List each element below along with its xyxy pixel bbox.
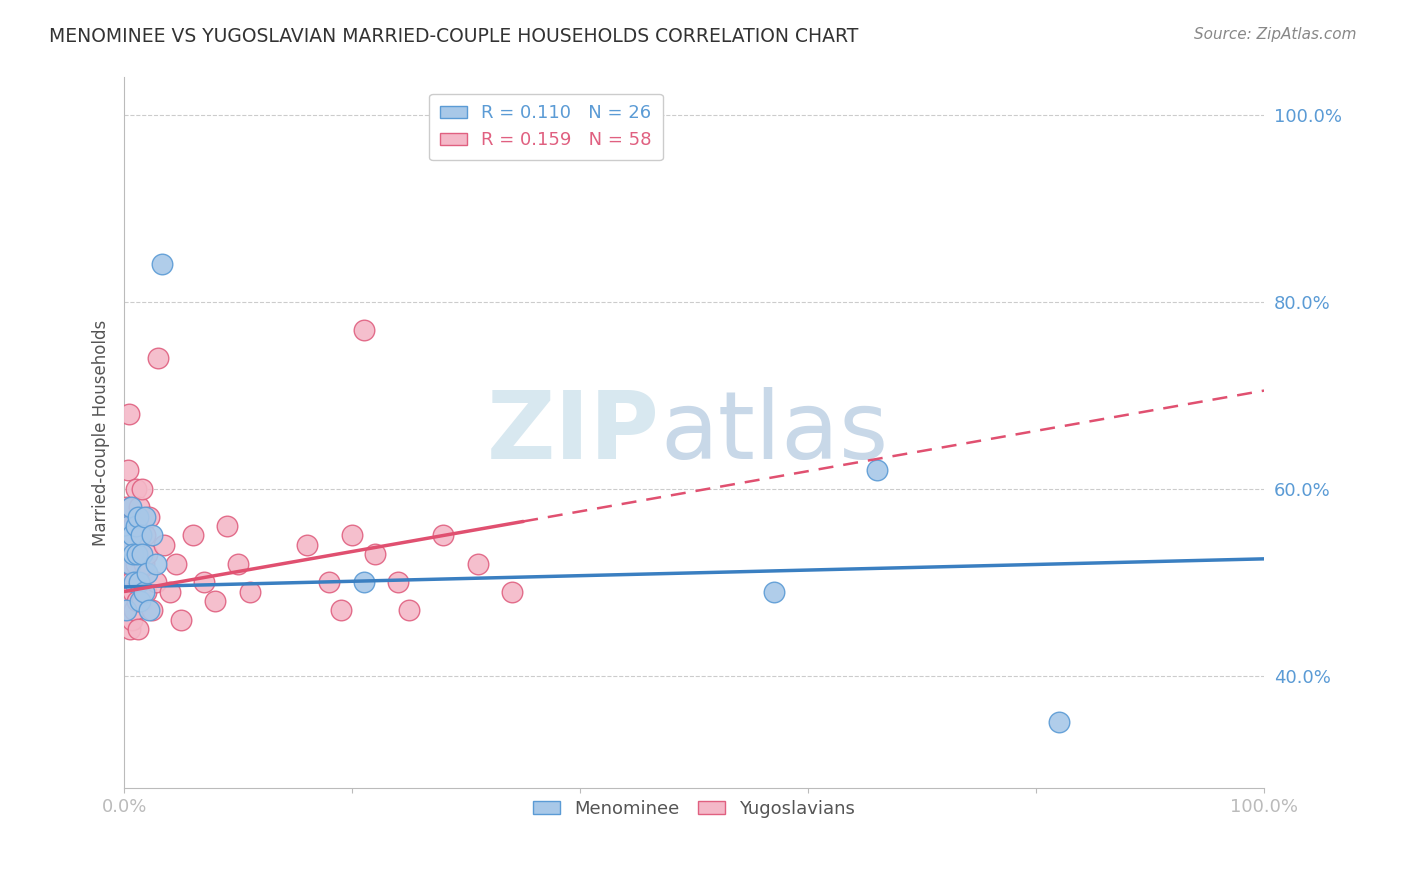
Point bbox=[131, 482, 153, 496]
Point bbox=[131, 528, 153, 542]
Point bbox=[134, 509, 156, 524]
Point bbox=[135, 584, 157, 599]
Point bbox=[128, 575, 150, 590]
Point bbox=[501, 584, 523, 599]
Point bbox=[122, 547, 145, 561]
Point bbox=[129, 575, 152, 590]
Point bbox=[120, 575, 142, 590]
Point bbox=[387, 575, 409, 590]
Point bbox=[118, 407, 141, 421]
Point bbox=[115, 500, 138, 515]
Point bbox=[239, 584, 262, 599]
Point bbox=[121, 538, 143, 552]
Point bbox=[136, 547, 159, 561]
Point bbox=[181, 528, 204, 542]
Point bbox=[204, 594, 226, 608]
Point bbox=[120, 500, 142, 515]
Point bbox=[124, 528, 146, 542]
Point bbox=[127, 622, 149, 636]
Point bbox=[125, 594, 148, 608]
Point bbox=[340, 528, 363, 542]
Point bbox=[1047, 715, 1070, 730]
Point bbox=[150, 257, 173, 271]
Point bbox=[117, 463, 139, 477]
Point bbox=[129, 594, 152, 608]
Point bbox=[120, 500, 142, 515]
Point bbox=[364, 547, 387, 561]
Text: Source: ZipAtlas.com: Source: ZipAtlas.com bbox=[1194, 27, 1357, 42]
Point bbox=[295, 538, 318, 552]
Point bbox=[138, 509, 160, 524]
Point bbox=[131, 528, 153, 542]
Point bbox=[118, 557, 141, 571]
Point bbox=[762, 584, 785, 599]
Point bbox=[121, 613, 143, 627]
Point bbox=[136, 566, 159, 580]
Point bbox=[117, 519, 139, 533]
Point bbox=[118, 528, 141, 542]
Point bbox=[124, 557, 146, 571]
Point bbox=[215, 519, 238, 533]
Point bbox=[114, 519, 136, 533]
Point bbox=[128, 500, 150, 515]
Point bbox=[125, 547, 148, 561]
Point bbox=[148, 351, 170, 365]
Point bbox=[122, 519, 145, 533]
Point bbox=[134, 528, 156, 542]
Point bbox=[432, 528, 454, 542]
Point bbox=[145, 557, 167, 571]
Point bbox=[159, 584, 181, 599]
Point bbox=[141, 528, 163, 542]
Point bbox=[131, 547, 153, 561]
Point bbox=[117, 538, 139, 552]
Point bbox=[132, 584, 155, 599]
Point bbox=[124, 603, 146, 617]
Point bbox=[165, 557, 187, 571]
Point bbox=[118, 622, 141, 636]
Legend: Menominee, Yugoslavians: Menominee, Yugoslavians bbox=[526, 793, 862, 825]
Point bbox=[115, 603, 138, 617]
Point bbox=[127, 509, 149, 524]
Point bbox=[398, 603, 420, 617]
Point bbox=[138, 603, 160, 617]
Point bbox=[124, 482, 146, 496]
Point bbox=[318, 575, 340, 590]
Point bbox=[131, 594, 153, 608]
Point bbox=[865, 463, 887, 477]
Point bbox=[353, 323, 375, 337]
Point bbox=[127, 538, 149, 552]
Point bbox=[118, 557, 141, 571]
Text: ZIP: ZIP bbox=[486, 386, 659, 479]
Point bbox=[114, 557, 136, 571]
Point bbox=[329, 603, 352, 617]
Point bbox=[141, 603, 163, 617]
Point bbox=[353, 575, 375, 590]
Point bbox=[115, 594, 138, 608]
Text: atlas: atlas bbox=[659, 386, 889, 479]
Text: MENOMINEE VS YUGOSLAVIAN MARRIED-COUPLE HOUSEHOLDS CORRELATION CHART: MENOMINEE VS YUGOSLAVIAN MARRIED-COUPLE … bbox=[49, 27, 859, 45]
Point bbox=[124, 519, 146, 533]
Point bbox=[124, 575, 146, 590]
Point bbox=[226, 557, 249, 571]
Point bbox=[122, 584, 145, 599]
Point bbox=[132, 557, 155, 571]
Point bbox=[121, 528, 143, 542]
Point bbox=[145, 575, 167, 590]
Point bbox=[118, 575, 141, 590]
Point bbox=[118, 538, 141, 552]
Point bbox=[467, 557, 489, 571]
Y-axis label: Married-couple Households: Married-couple Households bbox=[93, 319, 110, 546]
Point bbox=[193, 575, 215, 590]
Point bbox=[170, 613, 193, 627]
Point bbox=[153, 538, 176, 552]
